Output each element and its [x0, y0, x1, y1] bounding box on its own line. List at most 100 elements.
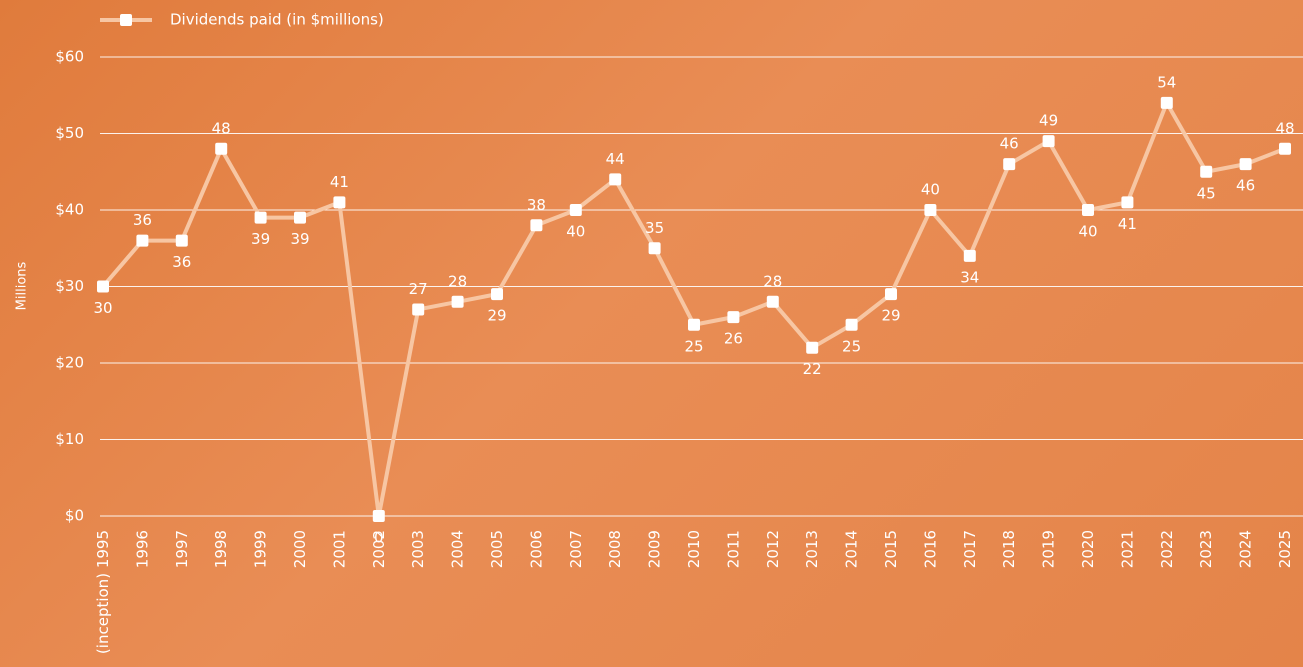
data-label: 48: [1275, 119, 1294, 137]
x-tick-label: (inception) 1995: [94, 530, 112, 654]
series-line: [103, 103, 1285, 516]
data-label: 35: [645, 219, 664, 237]
data-label: 41: [1118, 215, 1137, 233]
point: [294, 212, 306, 224]
x-tick-label: 2018: [1000, 530, 1018, 568]
point: [530, 219, 542, 231]
point: [1121, 196, 1133, 208]
point: [688, 319, 700, 331]
x-tick-label: 2004: [449, 530, 467, 568]
x-tick-label: 2007: [567, 530, 585, 568]
data-label: 41: [330, 173, 349, 191]
x-tick-label: 2000: [291, 530, 309, 568]
point: [215, 143, 227, 155]
data-label: 40: [566, 223, 585, 241]
data-label: 25: [684, 337, 703, 355]
x-tick-label: 2008: [606, 530, 624, 568]
x-tick-label: 2001: [330, 530, 348, 568]
data-label: 40: [1078, 223, 1097, 241]
point: [767, 296, 779, 308]
point: [176, 235, 188, 247]
legend-label: Dividends paid (in $millions): [170, 11, 384, 29]
point: [924, 204, 936, 216]
data-label: 46: [1236, 177, 1255, 195]
data-label: 36: [172, 253, 191, 271]
y-axis-title: Millions: [15, 261, 30, 310]
data-label: 45: [1197, 184, 1216, 202]
x-tick-label: 2022: [1158, 530, 1176, 568]
point: [1161, 97, 1173, 109]
data-label: 30: [93, 299, 112, 317]
data-label: 22: [803, 360, 822, 378]
data-label: 26: [724, 330, 743, 348]
point: [609, 173, 621, 185]
x-tick-label: 2017: [961, 530, 979, 568]
data-label: 29: [881, 307, 900, 325]
data-label: 54: [1157, 73, 1176, 91]
data-label: 40: [921, 181, 940, 199]
x-tick-label: 2015: [882, 530, 900, 568]
point: [570, 204, 582, 216]
x-tick-label: 1999: [252, 530, 270, 568]
data-label: 28: [763, 272, 782, 290]
data-label: 29: [487, 307, 506, 325]
data-label: 0: [374, 529, 384, 547]
point: [846, 319, 858, 331]
chart: Millions $0 $10 $20 $30 $40 $50 $60 (inception)…: [0, 0, 1303, 667]
data-label: 46: [1000, 135, 1019, 153]
data-label: 49: [1039, 112, 1058, 130]
y-tick-label: $10: [55, 430, 84, 448]
x-tick-label: 1997: [173, 530, 191, 568]
x-tick-label: 2006: [527, 530, 545, 568]
y-tick-label: $60: [55, 48, 84, 66]
x-tick-label: 2003: [409, 530, 427, 568]
x-tick-label: 2024: [1237, 530, 1255, 568]
point: [136, 235, 148, 247]
x-tick-label: 2023: [1197, 530, 1215, 568]
x-tick-label: 2016: [921, 530, 939, 568]
x-tick-label: 2009: [646, 530, 664, 568]
point: [1082, 204, 1094, 216]
point: [806, 342, 818, 354]
legend-marker: [120, 14, 132, 26]
data-label: 39: [290, 230, 309, 248]
x-tick-label: 2019: [1040, 530, 1058, 568]
data-label: 34: [960, 268, 979, 286]
point: [885, 288, 897, 300]
data-label: 28: [448, 272, 467, 290]
point: [1279, 143, 1291, 155]
data-label: 39: [251, 230, 270, 248]
data-label: 38: [527, 196, 546, 214]
data-label: 27: [409, 280, 428, 298]
y-tick-label: $30: [55, 277, 84, 295]
y-tick-label: $40: [55, 201, 84, 219]
data-label: 48: [212, 119, 231, 137]
x-tick-label: 2021: [1118, 530, 1136, 568]
x-tick-label: 1998: [212, 530, 230, 568]
point: [649, 242, 661, 254]
point: [1043, 135, 1055, 147]
page: {"chart_data": {"type": "line", "y_axis_…: [0, 0, 1303, 667]
x-tick-label: 1996: [133, 530, 151, 568]
point: [412, 303, 424, 315]
point: [1003, 158, 1015, 170]
point: [1200, 166, 1212, 178]
x-tick-label: 2010: [685, 530, 703, 568]
point: [964, 250, 976, 262]
point: [727, 311, 739, 323]
point: [1240, 158, 1252, 170]
point: [491, 288, 503, 300]
point: [333, 196, 345, 208]
point: [97, 281, 109, 293]
point: [373, 510, 385, 522]
x-tick-label: 2005: [488, 530, 506, 568]
y-tick-label: $20: [55, 354, 84, 372]
y-tick-label: $0: [65, 507, 84, 525]
x-tick-label: 2012: [764, 530, 782, 568]
x-tick-label: 2011: [724, 530, 742, 568]
x-tick-label: 2013: [803, 530, 821, 568]
x-tick-label: 2020: [1079, 530, 1097, 568]
data-label: 25: [842, 337, 861, 355]
y-tick-label: $50: [55, 124, 84, 142]
data-label: 44: [606, 150, 625, 168]
